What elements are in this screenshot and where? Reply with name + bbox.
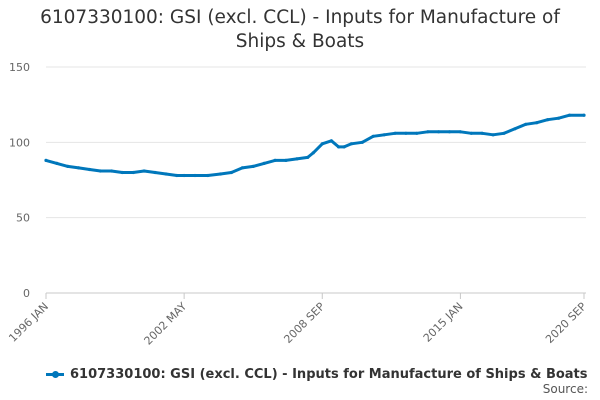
data-point xyxy=(153,170,157,175)
data-point xyxy=(491,133,495,137)
data-point xyxy=(251,164,255,168)
chart-title-line-1: 6107330100: GSI (excl. CCL) - Inputs for… xyxy=(40,7,560,28)
data-point xyxy=(88,167,92,172)
data-point xyxy=(142,169,146,173)
x-tick-label: 2002 MAY xyxy=(142,300,190,348)
data-point xyxy=(426,130,430,134)
data-point xyxy=(240,166,244,170)
data-point xyxy=(393,131,397,135)
x-tick-label: 1996 JAN xyxy=(6,300,51,345)
data-point xyxy=(360,140,364,144)
data-point xyxy=(437,130,441,134)
data-point xyxy=(329,139,333,143)
data-point xyxy=(557,116,561,120)
data-point xyxy=(55,161,59,165)
chart-title: 6107330100: GSI (excl. CCL) - Inputs for… xyxy=(0,6,600,54)
y-tick-label: 100 xyxy=(9,136,30,149)
data-point xyxy=(349,142,353,146)
data-point xyxy=(306,155,310,159)
y-tick-label: 0 xyxy=(23,287,30,300)
y-tick-label: 150 xyxy=(9,61,30,74)
data-point xyxy=(546,118,550,122)
legend-label: 6107330100: GSI (excl. CCL) - Inputs for… xyxy=(70,366,588,382)
data-point xyxy=(342,145,346,149)
data-point xyxy=(480,131,484,135)
legend-swatch-icon xyxy=(46,368,64,380)
data-point xyxy=(66,164,70,168)
data-point xyxy=(273,158,277,162)
data-point xyxy=(415,131,419,135)
data-point xyxy=(535,121,539,125)
data-point xyxy=(120,170,124,175)
data-point xyxy=(567,113,572,117)
data-point xyxy=(44,158,48,162)
data-point xyxy=(98,169,103,173)
data-point xyxy=(218,172,223,176)
source-label: Source: xyxy=(542,382,588,396)
data-point xyxy=(77,166,81,170)
data-point xyxy=(337,145,341,149)
data-point xyxy=(311,151,315,155)
legend[interactable]: 6107330100: GSI (excl. CCL) - Inputs for… xyxy=(46,364,588,384)
data-point xyxy=(164,172,168,176)
data-point xyxy=(262,161,266,165)
data-point xyxy=(524,122,528,126)
data-point xyxy=(320,142,324,146)
data-point xyxy=(131,170,135,175)
data-point xyxy=(229,170,233,175)
data-point xyxy=(182,173,186,178)
data-point xyxy=(175,173,179,178)
series-line xyxy=(44,113,586,177)
data-point xyxy=(502,131,506,135)
data-point xyxy=(458,130,462,134)
x-tick-label: 2008 SEP xyxy=(281,300,327,346)
x-tick-label: 2020 SEP xyxy=(543,300,589,346)
y-tick-label: 50 xyxy=(16,212,30,225)
data-point xyxy=(469,131,473,135)
data-point xyxy=(295,157,299,161)
x-tick-label: 2015 JAN xyxy=(421,300,466,345)
data-point xyxy=(193,173,197,178)
data-point xyxy=(284,158,288,162)
data-point xyxy=(513,127,517,131)
data-point xyxy=(371,134,375,138)
data-point xyxy=(447,130,452,134)
data-point xyxy=(109,169,113,173)
data-point xyxy=(404,131,408,135)
data-point xyxy=(206,173,210,178)
data-point xyxy=(582,113,586,117)
chart-title-line-2: Ships & Boats xyxy=(235,31,365,52)
data-point xyxy=(382,133,386,137)
